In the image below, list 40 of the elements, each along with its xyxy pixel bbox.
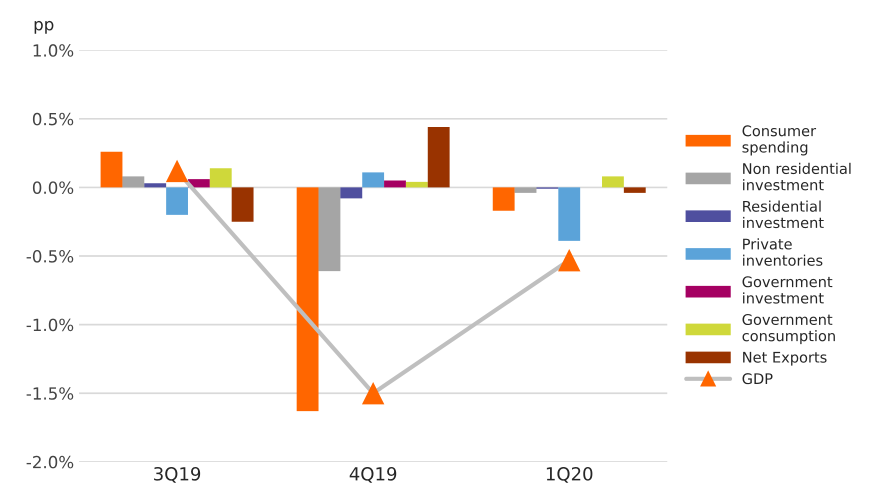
legend-label: Net Exports	[743, 352, 827, 366]
bar	[340, 187, 362, 198]
y-tick-label: 0.5%	[32, 112, 74, 126]
bar	[144, 183, 166, 188]
bar	[624, 187, 646, 193]
point	[362, 382, 384, 404]
bar	[406, 182, 428, 188]
bar	[210, 168, 232, 188]
legend-label: Government consumption	[742, 314, 835, 344]
y-tick-label: 1.0%	[34, 44, 74, 57]
legend-label: Consumer spending	[742, 125, 816, 156]
y-tick-label: -1.0%	[26, 318, 74, 332]
y-axis-title: pp	[34, 20, 54, 34]
bar	[492, 187, 515, 211]
legend-label: Residential investment	[743, 200, 824, 228]
bar	[232, 187, 254, 222]
x-tick-label: 1Q20	[546, 467, 592, 483]
point	[558, 248, 580, 272]
legend-label: Government investment	[742, 276, 832, 304]
x-tick-label: 4Q19	[350, 467, 396, 483]
bar	[384, 180, 406, 188]
y-tick-label: -1.5%	[26, 387, 74, 400]
y-tick-label: 0.0%	[32, 181, 74, 194]
point	[166, 160, 188, 182]
y-tick-label: -2.0%	[26, 456, 74, 468]
bar	[100, 152, 122, 188]
bar	[362, 172, 384, 188]
legend-label: Non residential investment	[743, 162, 851, 190]
bar	[122, 176, 144, 188]
bar	[296, 187, 319, 412]
bar	[428, 127, 450, 188]
bar	[166, 187, 188, 215]
bar	[514, 187, 536, 193]
y-tick-label: -0.5%	[26, 250, 74, 263]
legend-label: GDP	[742, 373, 773, 384]
bar	[558, 187, 580, 241]
bar	[318, 187, 340, 272]
x-tick-label: 3Q19	[154, 467, 200, 483]
bar	[602, 176, 624, 188]
legend-label: Private inventories	[743, 238, 822, 266]
